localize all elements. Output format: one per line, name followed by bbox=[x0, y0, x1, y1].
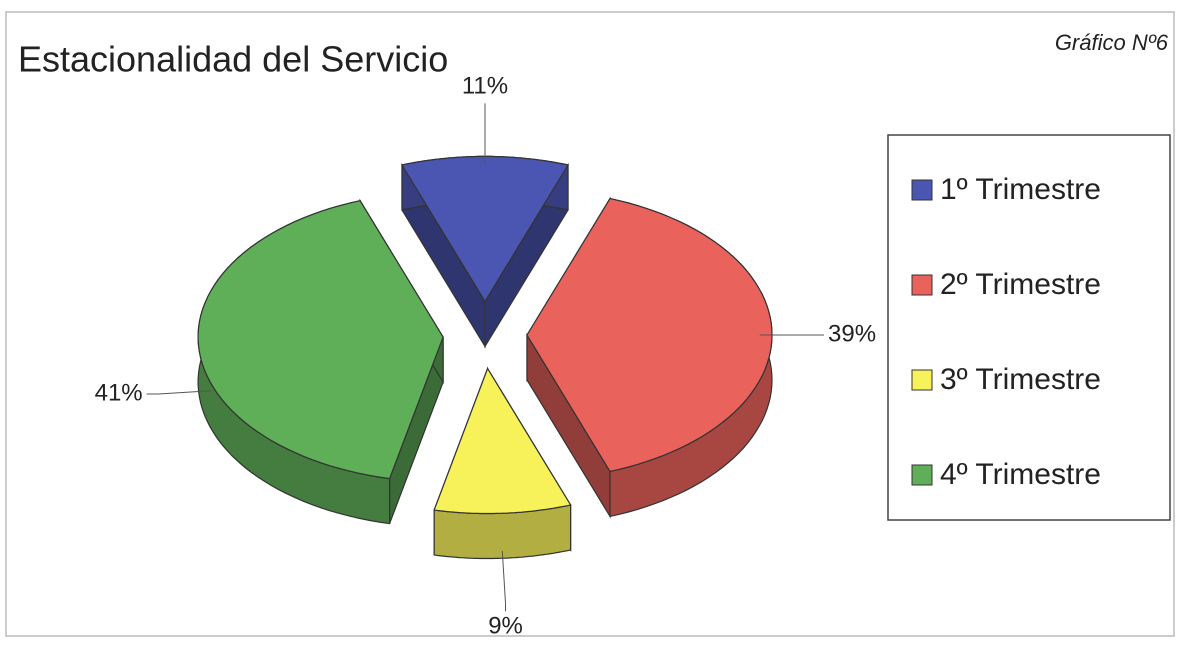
legend-swatch bbox=[911, 464, 933, 486]
legend-swatch bbox=[911, 274, 933, 296]
legend-label: 4º Trimestre bbox=[940, 458, 1101, 491]
data-label: 41% bbox=[95, 379, 143, 406]
legend-label: 3º Trimestre bbox=[940, 363, 1101, 396]
leader-line bbox=[501, 550, 506, 612]
leader-line bbox=[146, 390, 211, 395]
data-label: 39% bbox=[828, 320, 876, 347]
legend-box bbox=[887, 134, 1171, 521]
slice bbox=[433, 366, 572, 560]
slice-top bbox=[433, 367, 572, 515]
legend-swatch bbox=[911, 179, 933, 201]
legend-swatch bbox=[911, 369, 933, 391]
slice bbox=[197, 198, 444, 525]
annotation: Gráfico Nº6 bbox=[1055, 30, 1169, 55]
slice bbox=[401, 155, 569, 349]
legend-label: 2º Trimestre bbox=[940, 268, 1101, 301]
slice-top bbox=[197, 200, 444, 480]
data-label: 11% bbox=[462, 73, 508, 100]
slice bbox=[526, 196, 773, 519]
legend-label: 1º Trimestre bbox=[940, 173, 1101, 206]
chart-title: Estacionalidad del Servicio bbox=[18, 39, 448, 80]
data-label: 9% bbox=[488, 613, 523, 640]
